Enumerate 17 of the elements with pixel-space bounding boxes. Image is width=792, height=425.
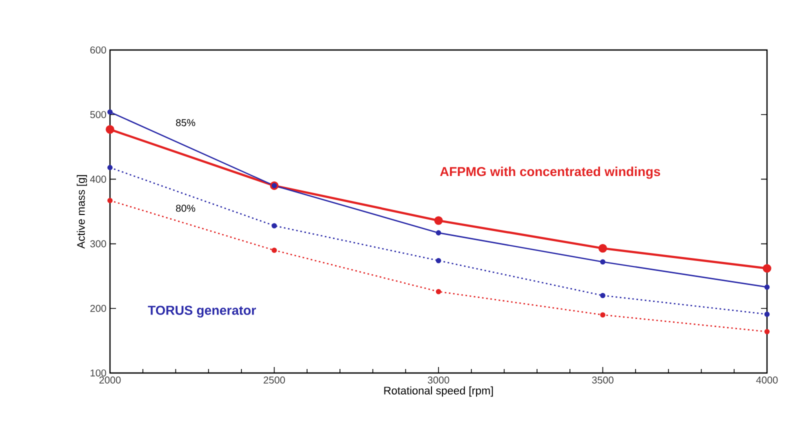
text: TORUS generator [148,306,256,318]
y-tick-label: 200 [90,304,106,312]
annotation: 80% [176,204,196,212]
y-axis-title: Active mass [g] [76,175,88,249]
y-tick-label: 100 [90,369,106,377]
y-tick-label: 600 [90,46,106,54]
x-axis-title: Rotational speed [rpm] [384,386,493,397]
x-tick-label: 3000 [428,376,450,384]
y-tick-label: 500 [90,111,106,118]
x-tick-label: 2500 [264,376,285,384]
y-tick-label: 300 [90,240,106,248]
annotation: 85% [176,119,196,126]
x-tick-label: 2000 [99,376,121,384]
y-tick-label: 400 [90,176,106,183]
x-tick-label: 4000 [756,376,778,384]
text: AFPMG with concentrated windings [440,166,660,179]
x-tick-label: 3500 [592,376,614,384]
